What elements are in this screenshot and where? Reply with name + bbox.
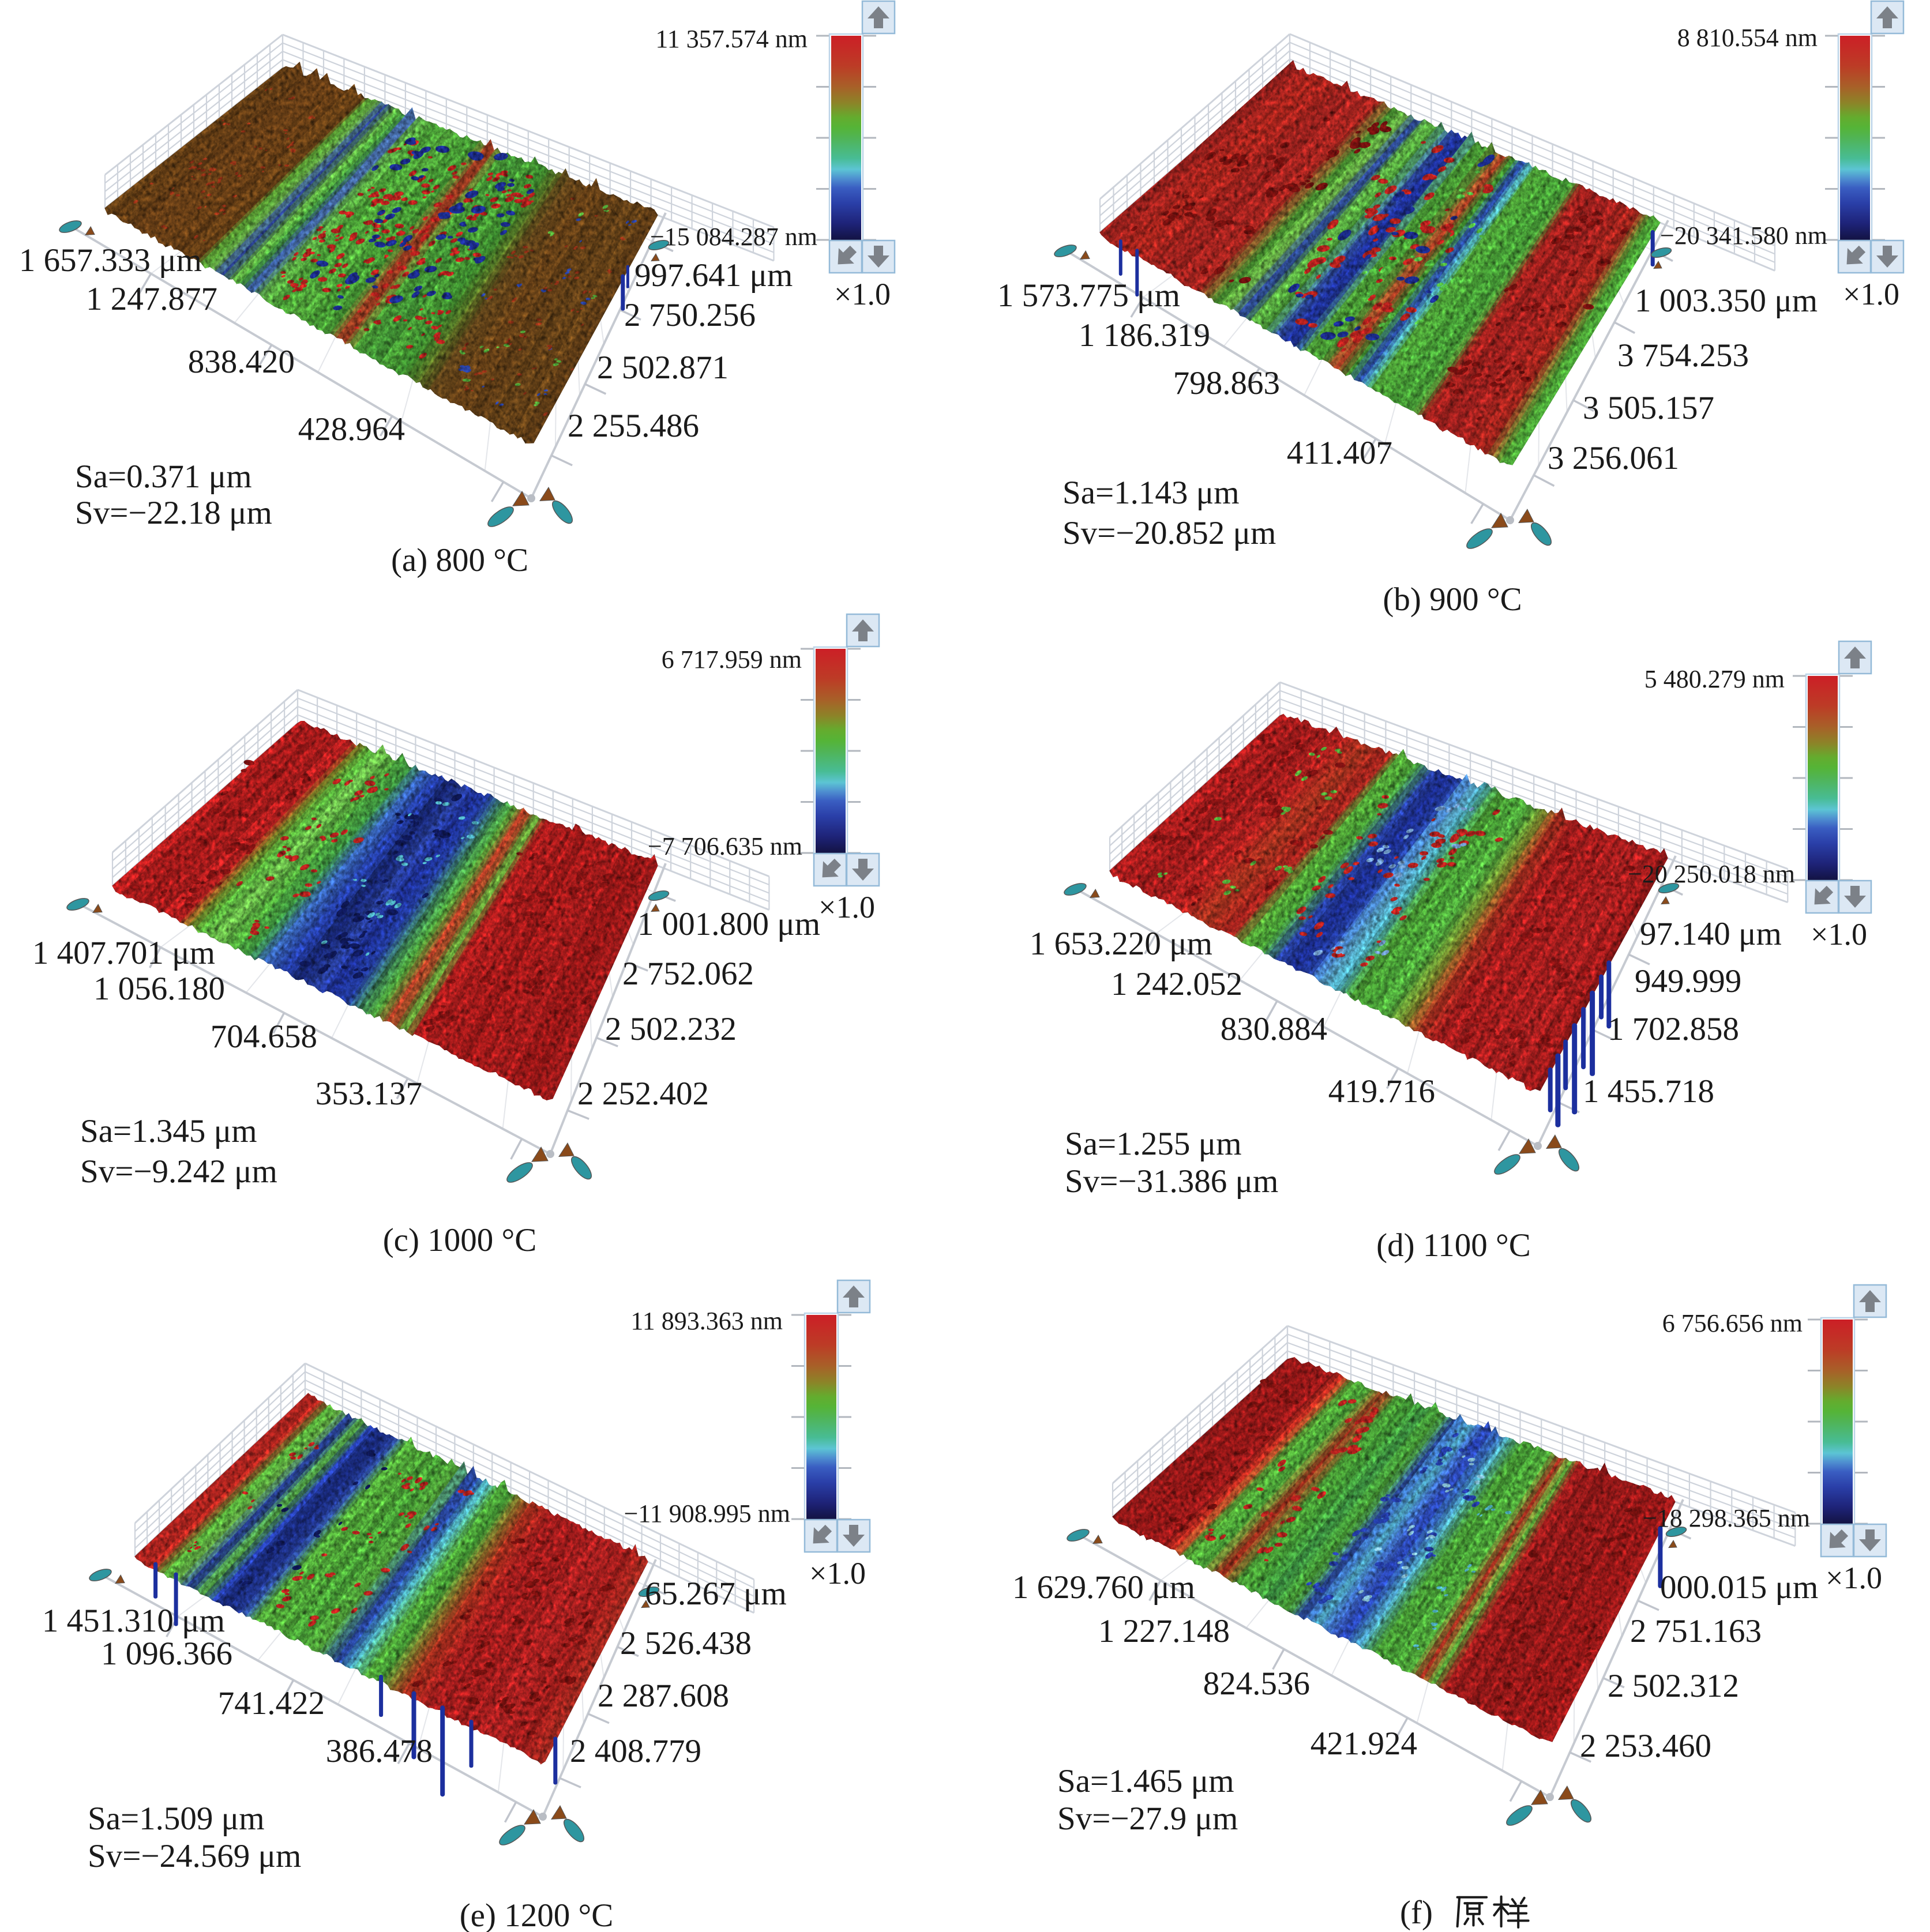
svg-text:704.658: 704.658 xyxy=(211,1018,317,1055)
svg-text:1 451.310 μm: 1 451.310 μm xyxy=(42,1603,225,1639)
svg-text:(d) 1100 °C: (d) 1100 °C xyxy=(1376,1227,1531,1264)
svg-text:Sv=−31.386 μm: Sv=−31.386 μm xyxy=(1065,1163,1278,1200)
svg-text:1 247.877: 1 247.877 xyxy=(86,281,217,317)
svg-text:353.137: 353.137 xyxy=(316,1076,422,1112)
svg-text:Sa=1.509 μm: Sa=1.509 μm xyxy=(88,1801,265,1837)
svg-text:−20 250.018 nm: −20 250.018 nm xyxy=(1628,860,1795,888)
svg-text:1 227.148: 1 227.148 xyxy=(1098,1613,1230,1649)
svg-text:2 750.256: 2 750.256 xyxy=(624,297,756,333)
svg-text:97.140 μm: 97.140 μm xyxy=(1640,916,1782,952)
svg-text:741.422: 741.422 xyxy=(218,1685,325,1721)
svg-text:1 653.220 μm: 1 653.220 μm xyxy=(1030,926,1212,962)
svg-text:1 056.180: 1 056.180 xyxy=(93,971,225,1007)
svg-text:−18 298.365 nm: −18 298.365 nm xyxy=(1643,1504,1810,1532)
svg-text:2 255.486: 2 255.486 xyxy=(568,408,699,444)
svg-text:2 408.779: 2 408.779 xyxy=(570,1733,701,1769)
svg-text:×1.0: ×1.0 xyxy=(809,1556,866,1591)
svg-text:1 001.800 μm: 1 001.800 μm xyxy=(637,906,820,942)
svg-text:(e) 1200 °C: (e) 1200 °C xyxy=(460,1897,614,1932)
svg-text:2 751.163: 2 751.163 xyxy=(1630,1613,1762,1649)
svg-text:2 502.232: 2 502.232 xyxy=(605,1011,737,1047)
svg-text:830.884: 830.884 xyxy=(1221,1011,1327,1047)
svg-text:6 717.959 nm: 6 717.959 nm xyxy=(662,645,802,674)
svg-text:1 242.052: 1 242.052 xyxy=(1111,966,1242,1002)
svg-text:2 502.312: 2 502.312 xyxy=(1608,1668,1739,1704)
svg-text:949.999: 949.999 xyxy=(1635,963,1741,999)
svg-text:Sa=1.143 μm: Sa=1.143 μm xyxy=(1062,475,1240,511)
svg-text:×1.0: ×1.0 xyxy=(818,890,875,924)
svg-text:2 526.438: 2 526.438 xyxy=(620,1625,752,1662)
svg-text:−11 908.995 nm: −11 908.995 nm xyxy=(624,1499,790,1528)
svg-text:5 480.279 nm: 5 480.279 nm xyxy=(1644,665,1785,693)
svg-text:1 702.858: 1 702.858 xyxy=(1608,1011,1739,1047)
svg-text:Sv=−24.569 μm: Sv=−24.569 μm xyxy=(88,1838,301,1874)
svg-text:11 357.574 nm: 11 357.574 nm xyxy=(655,25,808,53)
svg-text:(f): (f) xyxy=(1400,1895,1433,1931)
svg-text:(c) 1000 °C: (c) 1000 °C xyxy=(383,1222,537,1258)
svg-text:(b) 900 °C: (b) 900 °C xyxy=(1383,581,1522,618)
svg-text:(a) 800 °C: (a) 800 °C xyxy=(391,542,528,578)
svg-text:2 253.460: 2 253.460 xyxy=(1580,1728,1711,1764)
svg-text:×1.0: ×1.0 xyxy=(1843,277,1899,311)
svg-text:824.536: 824.536 xyxy=(1203,1666,1310,1702)
svg-text:421.924: 421.924 xyxy=(1311,1726,1417,1762)
svg-text:−15 084.287 nm: −15 084.287 nm xyxy=(650,223,817,251)
svg-text:1 455.718: 1 455.718 xyxy=(1583,1073,1714,1110)
svg-text:798.863: 798.863 xyxy=(1173,365,1280,401)
svg-text:65.267 μm: 65.267 μm xyxy=(645,1576,787,1612)
svg-text:419.716: 419.716 xyxy=(1328,1073,1435,1110)
svg-text:3 505.157: 3 505.157 xyxy=(1583,390,1714,426)
svg-text:2 252.402: 2 252.402 xyxy=(577,1076,709,1112)
svg-text:11 893.363 nm: 11 893.363 nm xyxy=(630,1307,783,1335)
svg-text:2 752.062: 2 752.062 xyxy=(622,956,754,992)
svg-text:2 502.871: 2 502.871 xyxy=(597,349,729,386)
svg-text:6 756.656 nm: 6 756.656 nm xyxy=(1662,1309,1803,1337)
svg-text:−7 706.635 nm: −7 706.635 nm xyxy=(648,832,802,860)
svg-text:386.478: 386.478 xyxy=(326,1733,433,1769)
svg-text:Sv=−27.9 μm: Sv=−27.9 μm xyxy=(1057,1801,1238,1837)
svg-text:3 256.061: 3 256.061 xyxy=(1548,440,1679,476)
svg-text:1 096.366: 1 096.366 xyxy=(101,1636,232,1672)
svg-text:838.420: 838.420 xyxy=(188,344,295,380)
svg-text:1 186.319: 1 186.319 xyxy=(1079,317,1210,354)
svg-text:411.407: 411.407 xyxy=(1287,435,1392,471)
svg-text:Sa=0.371 μm: Sa=0.371 μm xyxy=(75,458,252,495)
svg-text:1 003.350 μm: 1 003.350 μm xyxy=(1635,283,1818,319)
svg-text:×1.0: ×1.0 xyxy=(834,277,891,311)
svg-text:1 573.775 μm: 1 573.775 μm xyxy=(997,277,1180,314)
svg-text:8 810.554 nm: 8 810.554 nm xyxy=(1677,24,1818,52)
svg-text:000.015 μm: 000.015 μm xyxy=(1660,1569,1818,1606)
svg-text:Sv=−22.18 μm: Sv=−22.18 μm xyxy=(75,495,272,531)
svg-text:−20 341.580 nm: −20 341.580 nm xyxy=(1660,221,1827,250)
svg-text:2 287.608: 2 287.608 xyxy=(598,1678,729,1714)
svg-text:Sa=1.255 μm: Sa=1.255 μm xyxy=(1065,1126,1242,1162)
svg-text:×1.0: ×1.0 xyxy=(1826,1561,1882,1595)
svg-text:×1.0: ×1.0 xyxy=(1811,917,1867,952)
svg-text:Sv=−9.242 μm: Sv=−9.242 μm xyxy=(80,1153,277,1190)
svg-text:428.964: 428.964 xyxy=(298,411,405,448)
svg-text:997.641 μm: 997.641 μm xyxy=(634,257,793,294)
svg-text:1 657.333 μm: 1 657.333 μm xyxy=(19,242,202,279)
svg-text:1 629.760 μm: 1 629.760 μm xyxy=(1012,1569,1195,1606)
svg-text:3 754.253: 3 754.253 xyxy=(1617,337,1749,374)
svg-text:Sv=−20.852 μm: Sv=−20.852 μm xyxy=(1062,515,1276,551)
svg-text:Sa=1.465 μm: Sa=1.465 μm xyxy=(1057,1763,1234,1799)
svg-text:1 407.701 μm: 1 407.701 μm xyxy=(32,935,215,971)
svg-text:Sa=1.345 μm: Sa=1.345 μm xyxy=(80,1113,257,1149)
